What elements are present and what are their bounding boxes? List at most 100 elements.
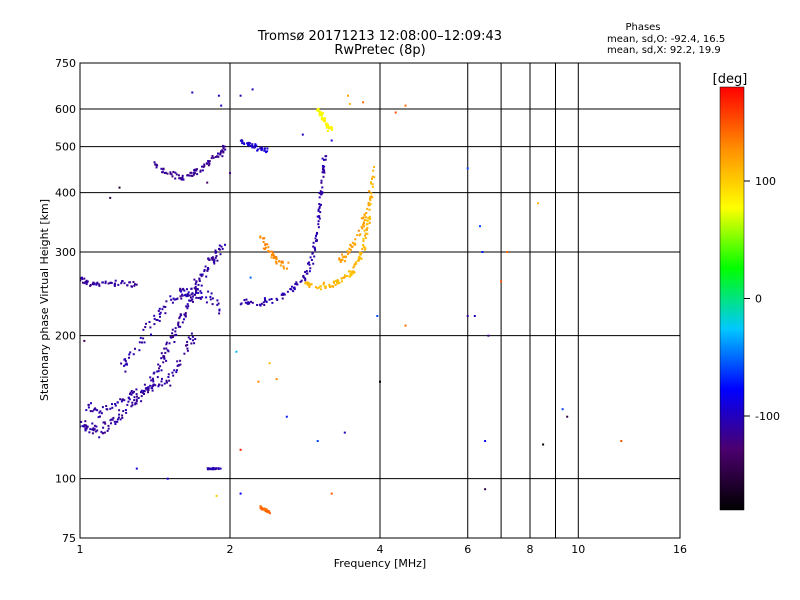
data-point-559 (250, 300, 252, 303)
data-point-975 (255, 144, 258, 147)
y-tick-label-4: 400 (55, 187, 76, 200)
data-point-978 (254, 146, 256, 149)
data-point-536 (219, 151, 222, 154)
data-point-965 (247, 144, 250, 147)
data-point-754 (330, 285, 333, 288)
data-point-291 (175, 371, 178, 374)
data-point-191 (211, 256, 214, 259)
data-point-545 (224, 148, 227, 151)
data-point-923 (263, 237, 266, 240)
data-point-1074 (484, 488, 487, 491)
data-point-220 (96, 409, 99, 412)
data-point-10 (84, 429, 87, 432)
data-point-474 (163, 172, 166, 174)
data-point-942 (275, 260, 278, 263)
data-point-502 (182, 178, 185, 181)
data-point-122 (175, 333, 178, 336)
data-point-106 (164, 351, 167, 354)
data-point-1041 (263, 509, 266, 512)
data-point-316 (132, 353, 135, 356)
data-point-13 (85, 425, 88, 428)
data-point-227 (111, 403, 113, 406)
data-point-1053 (239, 94, 242, 97)
data-point-402 (211, 303, 214, 306)
data-point-92 (157, 363, 160, 366)
data-point-395 (210, 292, 213, 295)
data-point-883 (360, 225, 363, 228)
data-point-44 (121, 416, 124, 419)
data-point-267 (154, 384, 157, 387)
data-point-867 (338, 257, 341, 260)
data-point-87 (152, 378, 155, 381)
data-point-387 (199, 296, 202, 299)
data-point-66 (136, 395, 138, 398)
data-point-230 (119, 398, 122, 401)
data-point-80 (143, 383, 146, 386)
data-point-612 (308, 263, 311, 266)
data-point-345 (169, 295, 172, 298)
data-point-946 (279, 264, 282, 267)
data-point-178 (200, 273, 203, 276)
data-point-656 (320, 181, 323, 184)
data-point-968 (256, 148, 259, 151)
data-point-673 (318, 112, 321, 115)
data-point-70 (134, 403, 137, 406)
data-point-837 (369, 203, 372, 206)
chart-subtitle: RwPretec (8p) (334, 43, 425, 58)
data-point-622 (315, 239, 318, 242)
data-point-15 (94, 430, 97, 433)
data-point-400 (216, 299, 219, 302)
data-point-173 (206, 269, 209, 272)
colorbar-tick-label-0: 100 (755, 175, 776, 188)
data-point-667 (323, 165, 326, 168)
data-point-834 (368, 215, 371, 218)
data-point-149 (189, 296, 192, 299)
data-point-443 (114, 279, 117, 282)
data-point-240 (131, 391, 134, 394)
data-point-751 (324, 285, 327, 288)
data-point-513 (194, 168, 197, 171)
data-point-699 (320, 114, 322, 117)
data-point-184 (213, 259, 216, 262)
data-point-300 (186, 340, 189, 343)
data-point-9 (86, 425, 89, 428)
data-point-819 (363, 229, 366, 232)
data-point-963 (247, 141, 250, 144)
data-point-682 (317, 109, 320, 112)
data-point-329 (153, 317, 156, 320)
data-point-1077 (257, 380, 260, 383)
data-point-541 (219, 153, 222, 156)
data-point-596 (294, 283, 297, 285)
data-point-22 (91, 422, 94, 425)
data-point-366 (186, 294, 189, 297)
data-point-814 (364, 232, 367, 235)
y-axis-label: Stationary phase Virtual Height [km] (38, 199, 51, 401)
data-point-306 (185, 344, 187, 347)
data-point-235 (101, 406, 104, 409)
data-point-337 (159, 315, 161, 318)
data-point-36 (103, 431, 106, 434)
data-point-616 (317, 226, 320, 229)
data-point-54 (118, 413, 121, 416)
data-point-528 (217, 155, 220, 158)
data-point-64 (124, 409, 127, 411)
data-point-330 (138, 349, 141, 352)
data-point-1097 (330, 139, 333, 142)
data-point-299 (190, 342, 193, 345)
data-point-292 (176, 360, 179, 363)
data-point-1062 (481, 251, 484, 253)
data-point-41 (102, 426, 105, 429)
data-point-727 (331, 126, 334, 129)
data-point-339 (162, 305, 165, 308)
data-point-338 (158, 307, 161, 310)
data-point-56 (125, 411, 128, 414)
data-point-381 (196, 288, 199, 290)
data-point-549 (245, 298, 248, 301)
data-point-485 (174, 171, 177, 174)
data-point-557 (243, 299, 246, 302)
data-point-912 (262, 241, 265, 243)
data-point-689 (321, 113, 324, 116)
data-point-917 (264, 248, 266, 251)
data-point-14 (89, 428, 92, 431)
data-point-726 (328, 127, 331, 129)
